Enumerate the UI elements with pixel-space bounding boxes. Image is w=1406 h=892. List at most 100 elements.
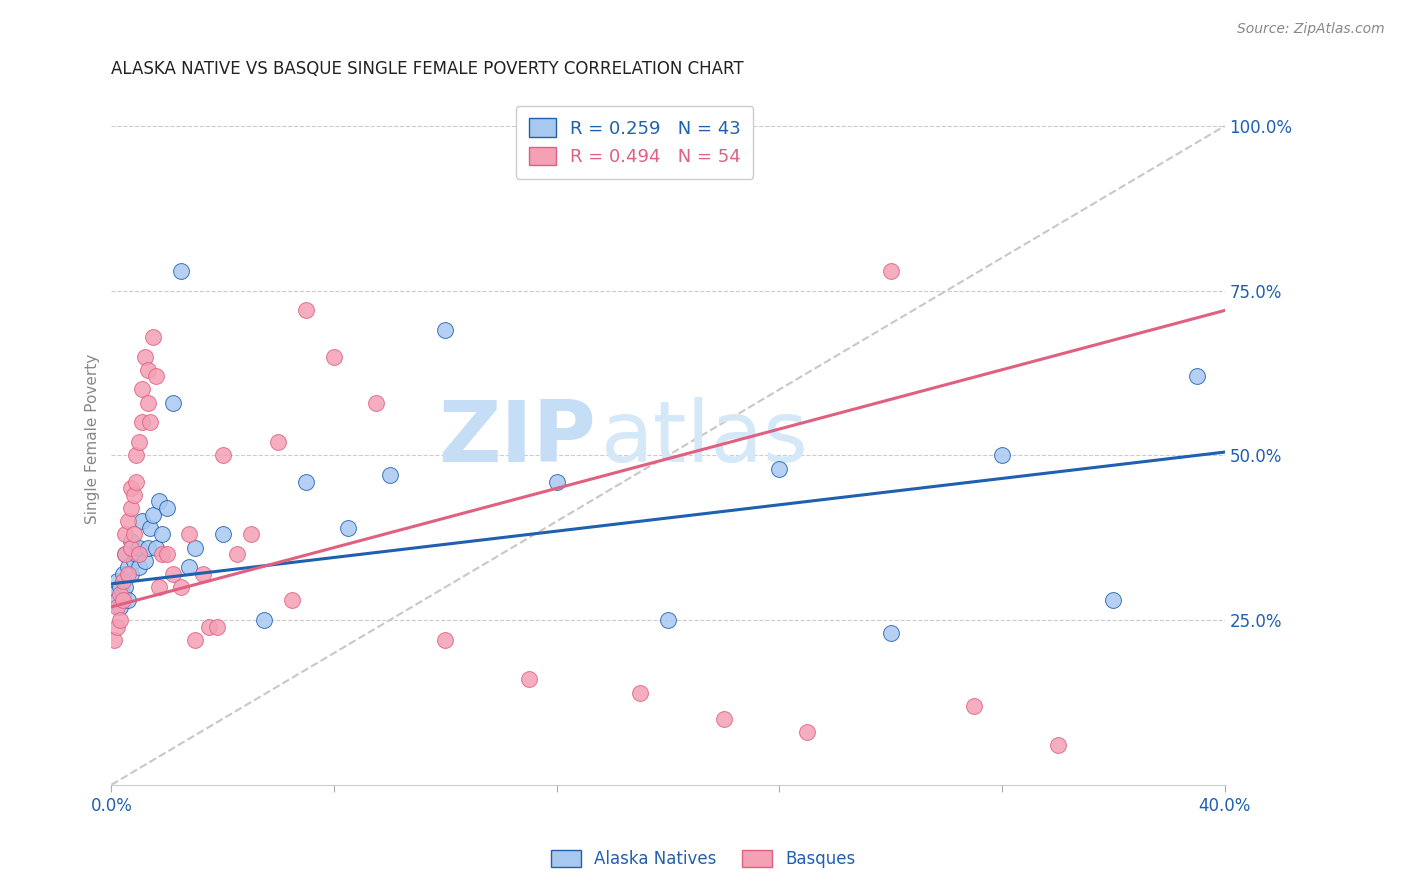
Point xyxy=(323,350,346,364)
Point xyxy=(120,481,142,495)
Point xyxy=(114,547,136,561)
Point xyxy=(179,560,201,574)
Point xyxy=(880,626,903,640)
Point xyxy=(125,475,148,489)
Point xyxy=(963,698,986,713)
Point xyxy=(142,508,165,522)
Legend: Alaska Natives, Basques: Alaska Natives, Basques xyxy=(544,843,862,875)
Point xyxy=(657,613,679,627)
Text: atlas: atlas xyxy=(602,398,810,481)
Point xyxy=(211,527,233,541)
Point xyxy=(128,547,150,561)
Point xyxy=(120,541,142,555)
Point xyxy=(120,566,142,581)
Point xyxy=(105,574,128,588)
Point xyxy=(267,435,290,450)
Point xyxy=(179,527,201,541)
Point xyxy=(162,395,184,409)
Point xyxy=(111,566,134,581)
Point xyxy=(211,449,233,463)
Point xyxy=(170,264,193,278)
Point xyxy=(148,580,170,594)
Point xyxy=(253,613,276,627)
Point xyxy=(225,547,247,561)
Point xyxy=(103,587,125,601)
Point xyxy=(125,547,148,561)
Point xyxy=(1185,369,1208,384)
Point xyxy=(150,527,173,541)
Point xyxy=(184,541,207,555)
Point xyxy=(128,541,150,555)
Text: ZIP: ZIP xyxy=(437,398,596,481)
Point xyxy=(184,632,207,647)
Point xyxy=(378,468,401,483)
Point xyxy=(108,599,131,614)
Point xyxy=(205,620,228,634)
Point xyxy=(170,580,193,594)
Y-axis label: Single Female Poverty: Single Female Poverty xyxy=(86,354,100,524)
Point xyxy=(114,580,136,594)
Point xyxy=(880,264,903,278)
Point xyxy=(139,416,162,430)
Point xyxy=(136,395,159,409)
Point xyxy=(125,449,148,463)
Point xyxy=(713,712,735,726)
Point xyxy=(1046,738,1069,752)
Point xyxy=(134,350,156,364)
Point xyxy=(131,514,153,528)
Point xyxy=(295,475,318,489)
Point xyxy=(145,541,167,555)
Point xyxy=(239,527,262,541)
Point xyxy=(117,566,139,581)
Point xyxy=(114,527,136,541)
Point xyxy=(117,593,139,607)
Point xyxy=(517,673,540,687)
Legend: R = 0.259   N = 43, R = 0.494   N = 54: R = 0.259 N = 43, R = 0.494 N = 54 xyxy=(516,105,754,178)
Point xyxy=(162,566,184,581)
Point xyxy=(111,587,134,601)
Point xyxy=(122,527,145,541)
Point xyxy=(139,521,162,535)
Text: ALASKA NATIVE VS BASQUE SINGLE FEMALE POVERTY CORRELATION CHART: ALASKA NATIVE VS BASQUE SINGLE FEMALE PO… xyxy=(111,60,744,78)
Point xyxy=(768,461,790,475)
Point xyxy=(103,632,125,647)
Point xyxy=(105,620,128,634)
Point xyxy=(136,541,159,555)
Point xyxy=(142,330,165,344)
Point xyxy=(128,560,150,574)
Point xyxy=(434,632,457,647)
Point xyxy=(120,501,142,516)
Point xyxy=(111,574,134,588)
Point xyxy=(131,416,153,430)
Point xyxy=(628,685,651,699)
Point xyxy=(128,435,150,450)
Point xyxy=(145,369,167,384)
Point xyxy=(1102,593,1125,607)
Point xyxy=(117,514,139,528)
Point xyxy=(434,323,457,337)
Point xyxy=(281,593,304,607)
Point xyxy=(546,475,568,489)
Point xyxy=(120,534,142,549)
Point xyxy=(108,613,131,627)
Point xyxy=(108,580,131,594)
Point xyxy=(156,547,179,561)
Point xyxy=(136,362,159,376)
Point xyxy=(108,587,131,601)
Point xyxy=(117,560,139,574)
Point xyxy=(105,599,128,614)
Point xyxy=(134,554,156,568)
Point xyxy=(122,554,145,568)
Point xyxy=(150,547,173,561)
Point xyxy=(364,395,387,409)
Point xyxy=(796,725,818,739)
Point xyxy=(114,547,136,561)
Point xyxy=(148,494,170,508)
Point xyxy=(198,620,221,634)
Point xyxy=(111,593,134,607)
Point xyxy=(122,488,145,502)
Point xyxy=(295,303,318,318)
Text: Source: ZipAtlas.com: Source: ZipAtlas.com xyxy=(1237,22,1385,37)
Point xyxy=(105,593,128,607)
Point xyxy=(131,383,153,397)
